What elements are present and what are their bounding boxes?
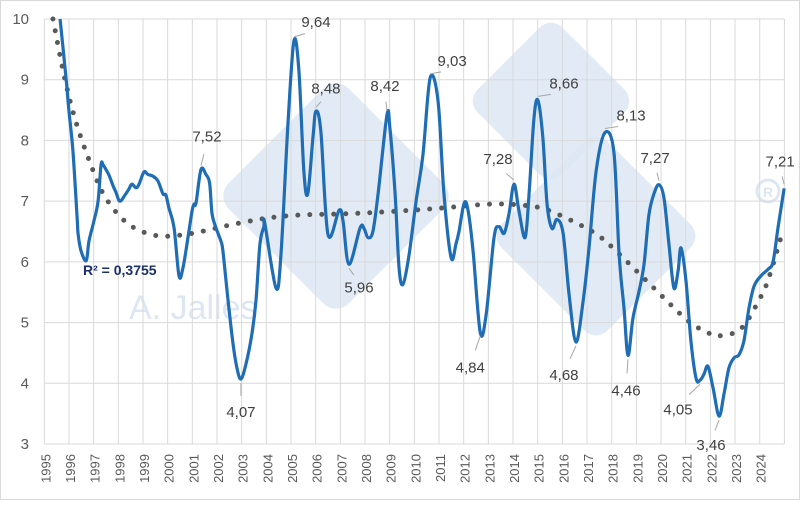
svg-text:R: R <box>763 184 773 200</box>
y-tick-label: 4 <box>21 375 29 392</box>
data-label: 4,46 <box>611 382 640 399</box>
x-tick-label: 2022 <box>704 454 719 483</box>
main-series-line <box>58 18 786 418</box>
x-tick-label: 2004 <box>260 454 275 483</box>
data-label: 4,68 <box>549 367 578 384</box>
x-tick-label: 2018 <box>606 454 621 483</box>
x-tick-label: 2021 <box>680 454 695 483</box>
x-tick-label: 1996 <box>63 454 78 483</box>
data-label: 7,28 <box>483 151 512 168</box>
watermark-logo: R <box>223 22 781 336</box>
x-tick-label: 2019 <box>630 454 645 483</box>
x-tick-label: 2009 <box>384 454 399 483</box>
y-tick-label: 7 <box>21 193 29 210</box>
x-tick-label: 2007 <box>334 454 349 483</box>
data-label: 7,52 <box>192 129 221 146</box>
x-tick-label: 2006 <box>310 454 325 483</box>
x-tick-label: 2000 <box>162 454 177 483</box>
data-label: 3,46 <box>696 437 725 454</box>
data-label: 4,84 <box>456 359 485 376</box>
x-tick-label: 2020 <box>655 454 670 483</box>
annotation-leader-line <box>781 176 785 185</box>
x-tick-label: 2003 <box>236 454 251 483</box>
annotation-leader-line <box>505 172 515 181</box>
data-label: 7,21 <box>766 153 795 170</box>
annotation-leader-line <box>626 359 629 374</box>
x-tick-label: 2017 <box>581 454 596 483</box>
x-tick-label: 1999 <box>137 454 152 483</box>
annotation-leader-line <box>537 93 552 97</box>
data-label: 8,13 <box>616 108 645 125</box>
x-tick-label: 2011 <box>433 454 448 482</box>
r-squared-label: R² = 0,3755 <box>83 262 157 278</box>
x-tick-label: 2013 <box>482 454 497 483</box>
x-tick-label: 2024 <box>754 454 769 483</box>
annotation-leader-line <box>200 153 205 166</box>
annotation-leader-line <box>474 336 481 351</box>
data-label: 8,42 <box>370 78 399 95</box>
x-tick-label: 2015 <box>532 454 547 483</box>
x-tick-label: 1998 <box>112 454 127 483</box>
x-tick-label: 2023 <box>729 454 744 483</box>
annotation-leader-line <box>569 345 577 360</box>
x-tick-label: 1995 <box>38 454 53 483</box>
x-tick-label: 2002 <box>211 454 226 483</box>
annotation-leader-line <box>315 101 322 108</box>
x-tick-label: 1997 <box>88 454 103 483</box>
trendline-series <box>50 16 786 339</box>
x-tick-label: 2001 <box>186 454 201 483</box>
x-tick-label: 2014 <box>507 454 522 483</box>
annotation-leader-line <box>430 71 442 75</box>
x-tick-label: 2008 <box>359 454 374 483</box>
y-tick-label: 5 <box>21 315 29 332</box>
annotation-leader-line <box>656 172 660 181</box>
x-tick-label: 2016 <box>556 454 571 483</box>
y-tick-label: 6 <box>21 254 29 271</box>
y-tick-label: 3 <box>21 436 29 453</box>
data-label: 9,03 <box>438 53 467 70</box>
x-tick-label: 2012 <box>458 454 473 483</box>
x-tick-label: 2010 <box>408 454 423 483</box>
annotation-leader-line <box>688 383 701 396</box>
data-label: 4,05 <box>663 401 692 418</box>
data-label: 8,66 <box>549 75 578 92</box>
y-tick-label: 10 <box>12 11 29 28</box>
watermark-text: A. Jalles <box>129 289 258 327</box>
data-label: 9,64 <box>301 14 330 31</box>
annotation-leader-line <box>604 126 619 130</box>
data-label: 5,96 <box>344 279 373 296</box>
annotation-leader-line <box>714 419 720 431</box>
annotation-leader-line <box>348 267 355 276</box>
data-label: 4,07 <box>226 404 255 421</box>
y-tick-label: 8 <box>21 132 29 149</box>
data-label: 7,27 <box>640 150 669 167</box>
annotation-leader-line <box>293 33 306 38</box>
x-tick-label: 2005 <box>285 454 300 483</box>
data-label: 8,48 <box>311 80 340 97</box>
y-tick-label: 9 <box>21 72 29 89</box>
annotation-leader-line <box>385 101 388 111</box>
